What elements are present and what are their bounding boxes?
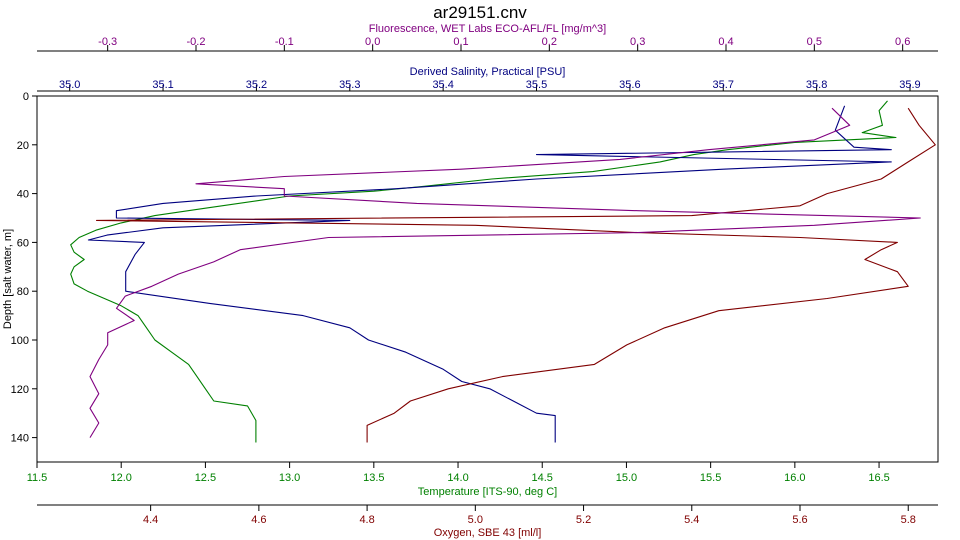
fluorescence-tick-label: 0.2 [542,36,557,48]
plot-frame [36,95,939,463]
oxygen-tick-label: 5.8 [901,514,916,526]
oxygen-tick-label: 4.4 [143,514,158,526]
salinity-tick-label: 35.0 [59,79,80,91]
fluorescence-series-line [89,107,921,438]
temperature-tick-label: 12.0 [110,472,131,484]
salinity-tick-label: 35.1 [152,79,173,91]
axes-layer: 0 20 40 60 80 100 120 140 -0.3 -0.2 -0.1 0.0 0.1 0.2 0… [11,23,939,539]
salinity-series-line [87,105,892,443]
temperature-tick-label: 16.5 [868,472,889,484]
y-tick-label: 20 [17,140,29,152]
oxygen-axis-title: Oxygen, SBE 43 [ml/l] [434,527,542,539]
salinity-tick-label: 35.4 [432,79,453,91]
fluorescence-tick-label: 0.6 [895,36,910,48]
oxygen-series-line [95,107,936,443]
chart-title: ar29151.cnv [433,3,527,22]
salinity-tick-label: 35.5 [526,79,547,91]
salinity-tick-label: 35.6 [619,79,640,91]
temperature-tick-label: 16.0 [784,472,805,484]
temperature-tick-label: 14.5 [532,472,553,484]
fluorescence-tick-label: -0.1 [275,36,294,48]
fluorescence-tick-label: -0.2 [187,36,206,48]
temperature-tick-label: 11.5 [27,472,48,484]
oxygen-tick-label: 5.2 [576,514,591,526]
fluorescence-tick-label: 0.3 [630,36,645,48]
fluorescence-axis-title: Fluorescence, WET Labs ECO-AFL/FL [mg/m^… [369,23,606,35]
y-tick-label: 100 [11,335,29,347]
temperature-tick-label: 13.0 [279,472,300,484]
oxygen-tick-label: 5.4 [684,514,699,526]
fluorescence-tick-label: 0.1 [453,36,468,48]
y-tick-label: 80 [17,286,29,298]
y-axis-title: Depth [salt water, m] [2,229,14,329]
temperature-tick-label: 15.5 [700,472,721,484]
salinity-tick-label: 35.2 [246,79,267,91]
y-tick-label: 140 [11,433,29,445]
temperature-tick-label: 15.0 [616,472,637,484]
y-tick-label: 60 [17,237,29,249]
temperature-tick-label: 14.0 [447,472,468,484]
temperature-axis-title: Temperature [ITS-90, deg C] [418,486,557,498]
oxygen-tick-label: 4.6 [251,514,266,526]
oxygen-tick-label: 5.6 [792,514,807,526]
fluorescence-tick-label: 0.0 [365,36,380,48]
salinity-tick-label: 35.9 [899,79,920,91]
oxygen-tick-label: 4.8 [359,514,374,526]
y-tick-label: 120 [11,384,29,396]
fluorescence-tick-label: -0.3 [98,36,117,48]
salinity-tick-label: 35.7 [713,79,734,91]
temperature-tick-label: 13.5 [363,472,384,484]
salinity-axis-title: Derived Salinity, Practical [PSU] [410,66,566,78]
salinity-tick-label: 35.8 [806,79,827,91]
y-tick-label: 40 [17,189,29,201]
fluorescence-tick-label: 0.4 [718,36,733,48]
oxygen-tick-label: 5.0 [468,514,483,526]
fluorescence-tick-label: 0.5 [807,36,822,48]
temperature-tick-label: 12.5 [195,472,216,484]
temperature-series-line [70,100,897,443]
series-layer [70,100,936,443]
salinity-tick-label: 35.3 [339,79,360,91]
y-tick-label: 0 [23,91,29,103]
